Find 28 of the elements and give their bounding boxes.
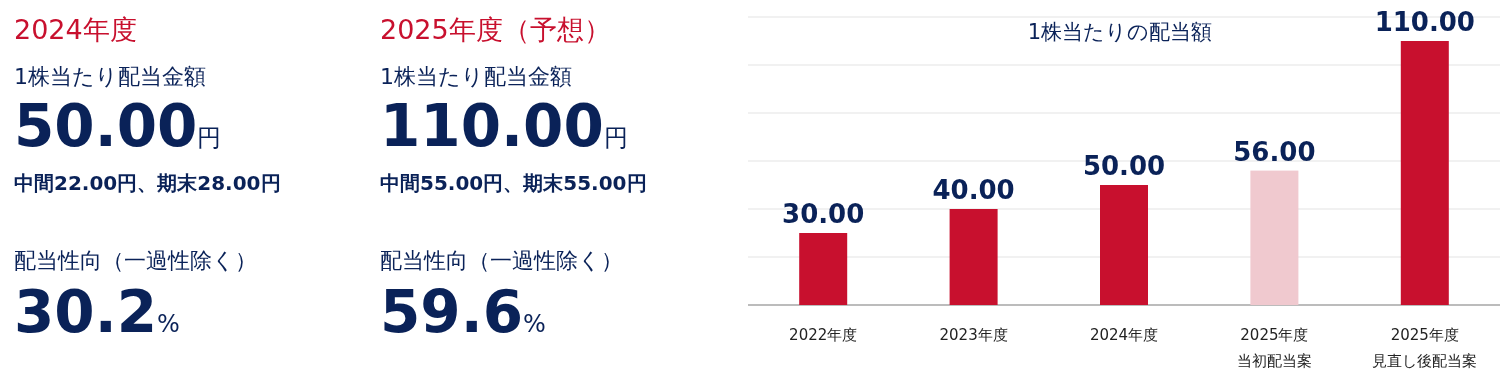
x-tick-label: 2022年度 [789, 326, 858, 344]
data-label: 30.00 [782, 199, 865, 229]
text: 中間22.00円、期末28.00円 [14, 170, 281, 197]
text: 50.00円 [14, 92, 222, 160]
x-tick-label: 2025年度見直し後配当案 [1372, 326, 1478, 370]
text: 配当性向（一過性除く） [380, 247, 623, 275]
bar [1400, 41, 1449, 305]
text: 2024年度 [14, 13, 137, 47]
x-tick-label: 2023年度 [939, 326, 1008, 344]
x-tick-label: 2024年度 [1089, 326, 1159, 344]
text: 1株当たり配当金額 [14, 63, 206, 91]
bar [1250, 170, 1299, 305]
text: 59.6% [380, 278, 546, 346]
text: 30.2% [14, 278, 180, 346]
data-label: 56.00 [1233, 136, 1316, 167]
data-label: 40.00 [932, 175, 1015, 205]
data-label: 110.00 [1374, 7, 1475, 37]
bar [949, 209, 998, 305]
x-tick-label: 2025年度当初配当案 [1236, 326, 1312, 370]
data-label: 50.00 [1082, 151, 1166, 181]
text: 配当性向（一過性除く） [14, 247, 257, 275]
bar [799, 233, 848, 305]
text: 2025年度（予想） [380, 13, 611, 47]
bar [1100, 185, 1148, 305]
text: 110.00円 [380, 92, 628, 160]
text: 1株当たり配当金額 [380, 63, 572, 91]
text: 中間55.00円、期末55.00円 [380, 170, 647, 197]
chart-title: 1株当たりの配当額 [1027, 20, 1213, 44]
